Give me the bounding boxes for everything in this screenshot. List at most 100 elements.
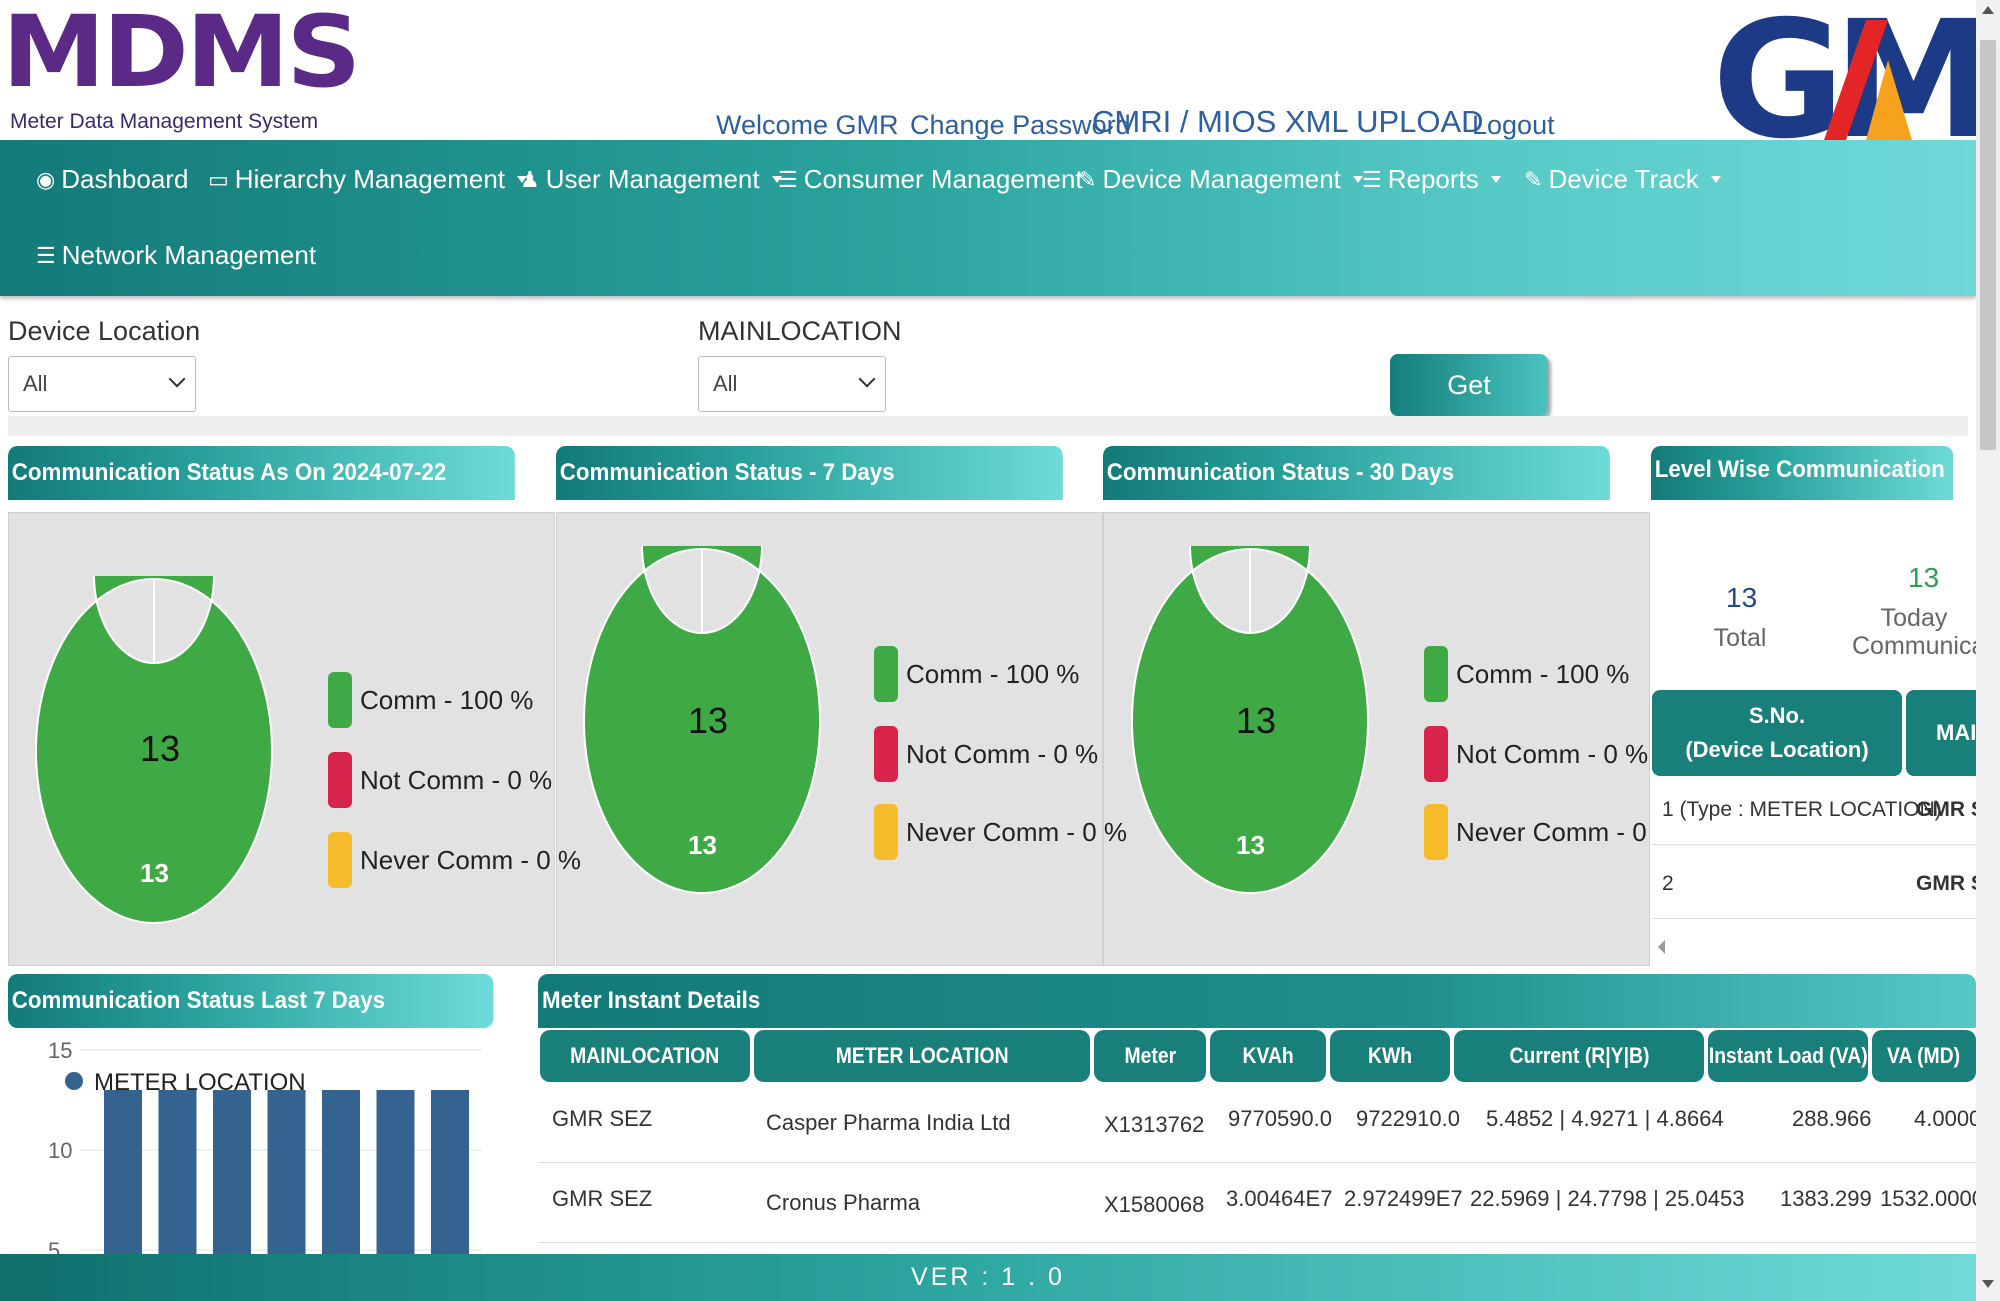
cell-instant-load: 1383.299	[1780, 1186, 1872, 1211]
nav-user-label: User Management	[545, 164, 760, 194]
cell-meter-location: Casper Pharma India Ltd	[766, 1110, 1011, 1135]
cell-instant-load: 288.966	[1792, 1106, 1872, 1131]
donut-value-7-days: 13	[688, 830, 717, 860]
legend-swatch-comm	[874, 646, 898, 702]
scroll-thumb[interactable]	[1980, 40, 1996, 450]
legend-label-never-comm: Never Comm - 0 %	[906, 816, 1128, 847]
change-password-link[interactable]: Change Password	[910, 110, 1131, 140]
y-tick-label: 15	[48, 1038, 72, 1063]
legend-never-comm-today: Never Comm - 0 %	[328, 832, 581, 888]
nav-device-label: Device Management	[1102, 164, 1341, 194]
nav-reports-label: Reports	[1387, 164, 1479, 194]
donut-slice-comm[interactable]	[35, 576, 273, 924]
scroll-up-icon[interactable]	[1982, 6, 1994, 14]
caret-down-icon	[771, 176, 782, 183]
donut-center-30-days: 13	[1236, 700, 1277, 741]
donut-chart-30-days	[1131, 546, 1369, 894]
legend-swatch-comm	[1424, 646, 1448, 702]
level-today-label-2: Communicate	[1852, 632, 1976, 660]
nav-hierarchy-management[interactable]: ▭ Hierarchy Management	[208, 164, 528, 195]
panel-title-7-days: Communication Status - 7 Days	[556, 446, 1063, 500]
cell-current: 22.5969 | 24.7798 | 25.0453	[1470, 1186, 1745, 1211]
welcome-link[interactable]: Welcome GMR	[716, 110, 899, 140]
bar-meter-location[interactable]	[213, 1090, 251, 1254]
cell-meter: X1313762	[1104, 1112, 1205, 1137]
col-mainlocation-text: MAINLOCATION	[570, 1043, 720, 1068]
donut-value-today: 13	[140, 858, 169, 888]
bar-meter-location[interactable]	[322, 1090, 360, 1254]
scroll-left-icon[interactable]	[1658, 940, 1665, 954]
nav-network-management[interactable]: ☰ Network Management	[36, 240, 316, 271]
page-scrollbar[interactable]	[1976, 0, 2000, 1301]
table-row-divider	[538, 1162, 1976, 1163]
cell-kvah: 3.00464E7	[1226, 1186, 1333, 1211]
nav-device-track[interactable]: ✎ Device Track	[1524, 164, 1721, 195]
donut-slice-comm[interactable]	[583, 546, 821, 894]
list-icon: ☰	[778, 166, 798, 192]
get-button[interactable]: Get	[1390, 354, 1548, 416]
col-meter-text: Meter	[1124, 1043, 1176, 1068]
col-kwh-text: KWh	[1367, 1043, 1413, 1068]
col-kvah-text: KVAh	[1242, 1043, 1294, 1068]
panel-title-today: Communication Status As On 2024-07-22	[8, 446, 515, 500]
cell-kwh: 9722910.0	[1356, 1106, 1460, 1131]
edit-icon: ✎	[1524, 166, 1543, 192]
donut-slice-comm[interactable]	[1131, 546, 1369, 894]
cmri-upload-link[interactable]: CMRI / MIOS XML UPLOAD	[1092, 104, 1484, 139]
bar-meter-location[interactable]	[267, 1090, 306, 1254]
legend-label-never-comm: Never Comm - 0 %	[1456, 816, 1678, 847]
level-total-value: 13	[1726, 582, 1758, 613]
cell-kvah: 9770590.0	[1228, 1106, 1332, 1131]
level-today-value: 13	[1908, 562, 1940, 593]
chevron-down-icon	[858, 370, 876, 388]
legend-not-comm-7-days: Not Comm - 0 %	[874, 726, 1098, 782]
mdms-logo: MDMS	[2, 0, 361, 110]
y-tick-label: 10	[48, 1138, 72, 1163]
level-row-1-sno: 1 (Type : METER LOCATION)	[1662, 798, 1942, 821]
legend-comm-30-days: Comm - 100 %	[1424, 646, 1629, 702]
level-col-main: MAI	[1906, 690, 1976, 776]
bar-meter-location[interactable]	[104, 1090, 142, 1254]
bar-meter-location[interactable]	[376, 1090, 415, 1254]
device-location-label: Device Location	[8, 316, 201, 346]
device-location-select[interactable]: All	[8, 356, 196, 412]
logout-link[interactable]: Logout	[1472, 110, 1555, 140]
legend-swatch-not-comm	[874, 726, 898, 782]
legend-comm-7-days: Comm - 100 %	[874, 646, 1079, 702]
nav-hierarchy-label: Hierarchy Management	[234, 164, 506, 194]
nav-dashboard[interactable]: ◉ Dashboard	[36, 164, 188, 195]
nav-reports[interactable]: ☰ Reports	[1362, 164, 1501, 195]
legend-marker	[65, 1072, 83, 1090]
caret-down-icon	[1490, 176, 1501, 183]
legend-label-not-comm: Not Comm - 0 %	[906, 738, 1099, 769]
nav-user-management[interactable]: ♟ User Management	[520, 164, 782, 195]
donut-chart-7-days	[583, 546, 821, 894]
donut-value-30-days: 13	[1236, 830, 1265, 860]
level-col-sno: S.No. (Device Location)	[1652, 690, 1902, 776]
col-current-text: Current (R|Y|B)	[1509, 1043, 1649, 1068]
legend-label-comm: Comm - 100 %	[1456, 658, 1630, 689]
nav-device-management[interactable]: ✎ Device Management	[1078, 164, 1363, 195]
panel-title-30-days: Communication Status - 30 Days	[1103, 446, 1610, 500]
mainlocation-select[interactable]: All	[698, 356, 886, 412]
nav-consumer-management[interactable]: ☰ Consumer Management	[778, 164, 1083, 195]
legend-swatch-never-comm	[1424, 804, 1448, 860]
donut-center-7-days: 13	[688, 700, 729, 741]
donut-center-today: 13	[140, 728, 181, 769]
level-row-2-sno: 2	[1662, 872, 1674, 895]
col-va-md: VA (MD)	[1872, 1030, 1976, 1082]
col-meter: Meter	[1094, 1030, 1206, 1082]
edit-icon: ✎	[1078, 166, 1097, 192]
filter-divider	[8, 416, 1968, 436]
legend-label-not-comm: Not Comm - 0 %	[360, 764, 553, 795]
legend-label-comm: Comm - 100 %	[906, 658, 1080, 689]
bar-meter-location[interactable]	[158, 1090, 197, 1254]
panel-title-meter-instant: Meter Instant Details	[538, 974, 1976, 1028]
main-navbar: ◉ Dashboard ▭ Hierarchy Management ♟ User M…	[0, 140, 1976, 296]
nav-consumer-label: Consumer Management	[803, 164, 1083, 194]
panel-title-level-wise: Level Wise Communication	[1651, 446, 1954, 500]
scroll-down-icon[interactable]	[1982, 1280, 1994, 1288]
legend-label-not-comm: Not Comm - 0 %	[1456, 738, 1649, 769]
bar-meter-location[interactable]	[431, 1090, 469, 1254]
legend-label-meter-location[interactable]: METER LOCATION	[94, 1069, 306, 1096]
